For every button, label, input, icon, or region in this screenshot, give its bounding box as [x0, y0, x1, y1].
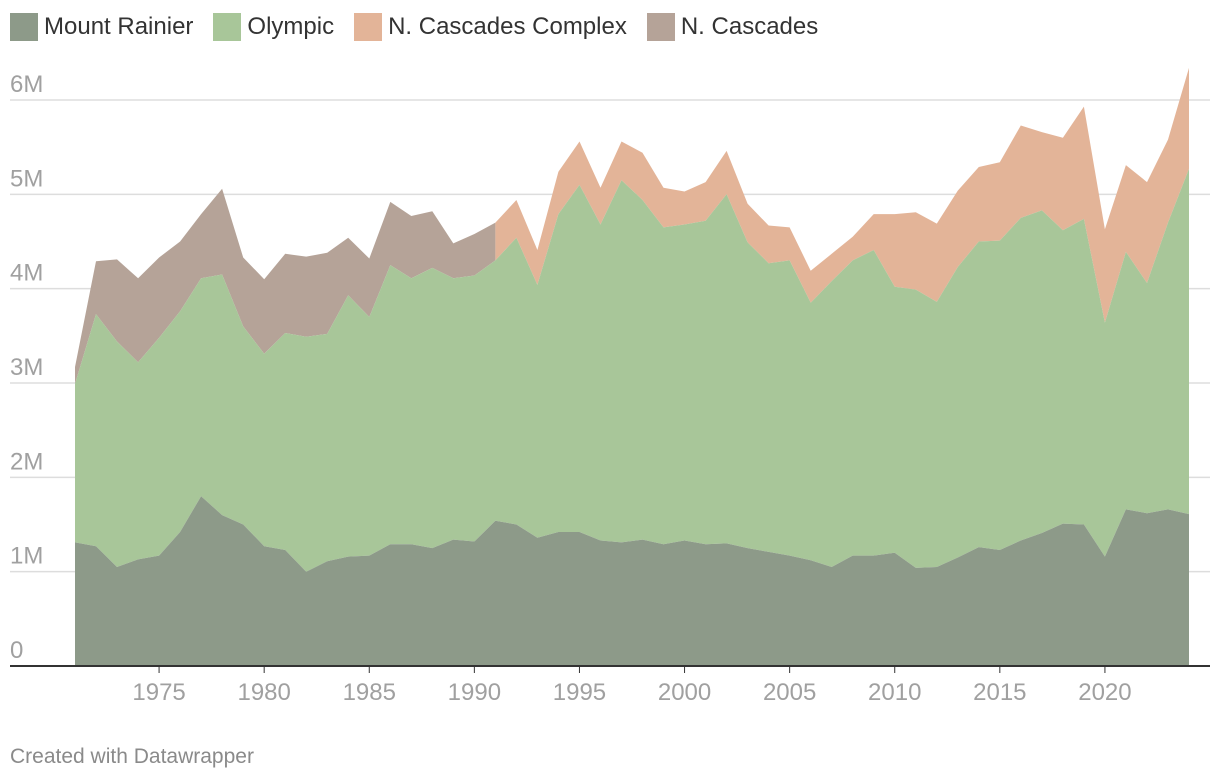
legend-swatch-n-cascades [646, 13, 675, 41]
legend-label-n-cascades: N. Cascades [680, 13, 819, 40]
legend-label-mount-rainier: Mount Rainier [44, 13, 194, 40]
y-tick-label: 6M [10, 71, 43, 98]
x-tick-label: 1995 [553, 679, 606, 706]
area-n-cascades [75, 188, 496, 384]
legend-item-mount-rainier[interactable]: Mount Rainier [10, 13, 193, 41]
x-tick-label: 2020 [1078, 679, 1131, 706]
stacked-area-chart: 0 1M 2M 3M 4M 5M 6M 1975 1980 1985 1990 1995 2000 200… [10, 67, 1210, 706]
legend-swatch-n-cascades-complex [354, 13, 383, 41]
legend-item-n-cascades[interactable]: N. Cascades [646, 13, 819, 41]
legend-swatch-mount-rainier [10, 13, 38, 41]
legend-label-n-cascades-complex: N. Cascades Complex [388, 13, 627, 40]
area-series [75, 67, 1189, 666]
credit-note: Created with Datawrapper [10, 745, 254, 768]
x-tick-label: 2000 [658, 679, 711, 706]
y-tick-label: 3M [10, 354, 43, 381]
x-tick-label: 1990 [448, 679, 501, 706]
x-tick-label: 2015 [973, 679, 1026, 706]
y-tick-label: 2M [10, 448, 43, 475]
legend-label-olympic: Olympic [247, 13, 335, 40]
y-tick-label: 5M [10, 165, 43, 192]
y-tick-label: 1M [10, 543, 43, 570]
legend-item-olympic[interactable]: Olympic [213, 13, 334, 41]
axes: 0 1M 2M 3M 4M 5M 6M 1975 1980 1985 1990 1995 2000 200… [10, 71, 1210, 706]
legend-item-n-cascades-complex[interactable]: N. Cascades Complex [354, 13, 627, 41]
x-tick-label: 1985 [343, 679, 396, 706]
legend: Mount Rainier Olympic N. Cascades Comple… [10, 10, 838, 44]
x-tick-label: 1980 [237, 679, 290, 706]
area-n-cascades-complex [495, 67, 1189, 323]
x-tick-label: 2010 [868, 679, 921, 706]
area-olympic [75, 168, 1189, 572]
y-tick-label: 0 [10, 637, 23, 664]
x-tick-label: 1975 [132, 679, 185, 706]
y-tick-label: 4M [10, 260, 43, 287]
legend-swatch-olympic [213, 13, 242, 41]
area-mount-rainier [75, 496, 1189, 666]
x-tick-label: 2005 [763, 679, 816, 706]
